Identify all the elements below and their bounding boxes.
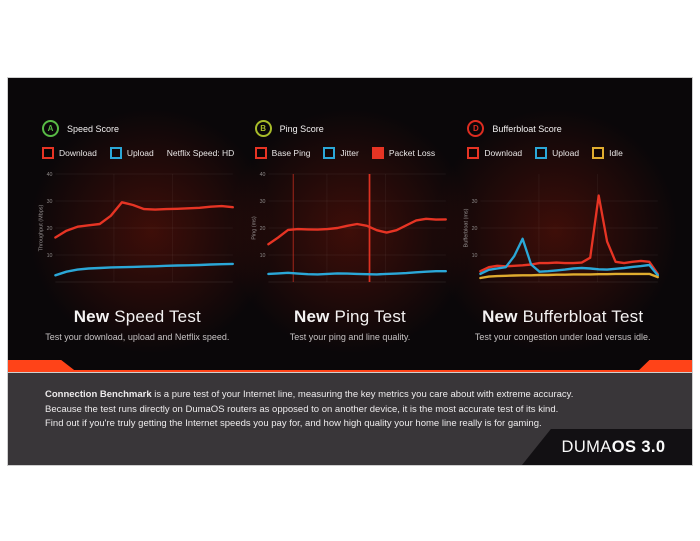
legend-label: Download	[484, 148, 523, 158]
ping-chart-legend: Base Ping Jitter Packet Loss	[254, 147, 450, 159]
svg-text:Throughput (Mbps): Throughput (Mbps)	[38, 204, 44, 251]
description-line-2: Because the test runs directly on DumaOS…	[45, 403, 559, 415]
legend-swatch-icon	[592, 147, 605, 159]
legend-label: Packet Loss	[388, 148, 436, 158]
grade-a-badge-icon: A	[42, 120, 59, 137]
svg-text:10: 10	[472, 253, 478, 259]
legend-label: Netflix Speed: HD	[166, 148, 235, 158]
speed-test-subtitle: Test your download, upload and Netflix s…	[45, 332, 230, 342]
bufferbloat-test-chart: 10 20 30 Bufferbloat (ms)	[463, 166, 662, 294]
ping-score-label: Ping Score	[279, 123, 324, 134]
new-highlight: New	[294, 307, 330, 326]
svg-text:Ping (ms): Ping (ms)	[251, 216, 257, 240]
bufferbloat-score-row: D Bufferbloat Score	[467, 120, 662, 137]
svg-text:20: 20	[259, 226, 265, 232]
svg-text:30: 30	[47, 199, 53, 205]
benchmark-description: Connection Benchmark is a pure test of y…	[45, 388, 573, 432]
legend-item-netflix-speed-hd: Netflix Speed: HD	[167, 148, 235, 158]
speed-test-chart: 10 20 30 40 Throughput (Mbps)	[38, 166, 237, 294]
svg-text:20: 20	[472, 226, 478, 232]
dumaos-logo: DUMAOS 3.0	[561, 437, 666, 456]
legend-item-base-ping: Base Ping	[254, 147, 311, 159]
description-footer: Connection Benchmark is a pure test of y…	[7, 372, 693, 466]
svg-text:Bufferbloat (ms): Bufferbloat (ms)	[464, 208, 470, 247]
connection-benchmark-bold: Connection Benchmark	[45, 389, 152, 400]
speed-test-title: New Speed Test	[73, 307, 201, 326]
new-highlight: New	[73, 307, 110, 326]
speed-score-row: A Speed Score	[42, 120, 237, 137]
speed-test-section: A Speed Score Download Upload Netflix Spee…	[38, 120, 237, 373]
legend-swatch-icon	[323, 147, 336, 159]
svg-text:40: 40	[47, 172, 53, 178]
orange-divider-left-wedge	[8, 360, 78, 373]
legend-item-packet-loss: Packet Loss	[371, 147, 436, 159]
bufferbloat-chart-legend: Download Upload Idle	[467, 147, 662, 159]
legend-label: Upload	[552, 148, 580, 158]
speed-chart-legend: Download Upload Netflix Speed: HD	[42, 147, 237, 159]
legend-swatch-icon	[371, 147, 384, 159]
bufferbloat-score-label: Bufferbloat Score	[492, 123, 562, 134]
legend-label: Upload	[126, 148, 154, 158]
legend-label: Idle	[609, 148, 623, 158]
svg-text:30: 30	[259, 199, 265, 205]
svg-text:30: 30	[472, 199, 478, 205]
benchmark-panel: A Speed Score Download Upload Netflix Spee…	[7, 77, 693, 374]
benchmark-columns: A Speed Score Download Upload Netflix Spee…	[8, 78, 692, 373]
bufferbloat-test-section: D Bufferbloat Score Download Upload Idle 1…	[463, 120, 662, 373]
ping-score-row: B Ping Score	[254, 120, 450, 137]
legend-item-download: Download	[467, 147, 522, 159]
dumaos-brand-banner: DUMAOS 3.0	[522, 429, 692, 465]
ping-test-chart: 10 20 30 40 Ping (ms)	[251, 166, 450, 294]
svg-text:40: 40	[259, 172, 265, 178]
legend-item-download: Download	[42, 147, 97, 159]
grade-b-badge-icon: B	[254, 120, 272, 137]
speed-score-label: Speed Score	[67, 123, 120, 134]
legend-label: Base Ping	[271, 148, 311, 158]
svg-text:20: 20	[47, 226, 53, 232]
legend-swatch-icon	[42, 147, 54, 159]
ping-test-title: New Ping Test	[294, 307, 406, 326]
description-line-3: Find out if you're truly getting the Int…	[45, 418, 542, 429]
bufferbloat-test-title: New Bufferbloat Test	[482, 307, 644, 326]
new-highlight: New	[482, 307, 518, 326]
ping-test-section: B Ping Score Base Ping Jitter Packet Loss …	[251, 120, 450, 373]
ping-test-subtitle: Test your ping and line quality.	[289, 332, 411, 342]
orange-divider-right-wedge	[636, 360, 692, 373]
svg-text:10: 10	[47, 253, 53, 259]
legend-swatch-icon	[467, 147, 480, 159]
legend-label: Download	[59, 148, 97, 158]
legend-label: Jitter	[340, 148, 359, 158]
legend-swatch-icon	[109, 147, 122, 159]
legend-item-idle: Idle	[592, 147, 623, 159]
orange-divider-line	[8, 370, 692, 373]
svg-text:10: 10	[259, 253, 265, 259]
legend-item-upload: Upload	[535, 147, 579, 159]
grade-d-badge-icon: D	[467, 120, 485, 137]
legend-swatch-icon	[535, 147, 548, 159]
legend-item-upload: Upload	[109, 147, 154, 159]
description-line-1: Connection Benchmark is a pure test of y…	[45, 389, 574, 400]
bufferbloat-test-subtitle: Test your congestion under load versus i…	[474, 332, 651, 342]
legend-swatch-icon	[254, 147, 267, 159]
legend-item-jitter: Jitter	[323, 147, 359, 159]
